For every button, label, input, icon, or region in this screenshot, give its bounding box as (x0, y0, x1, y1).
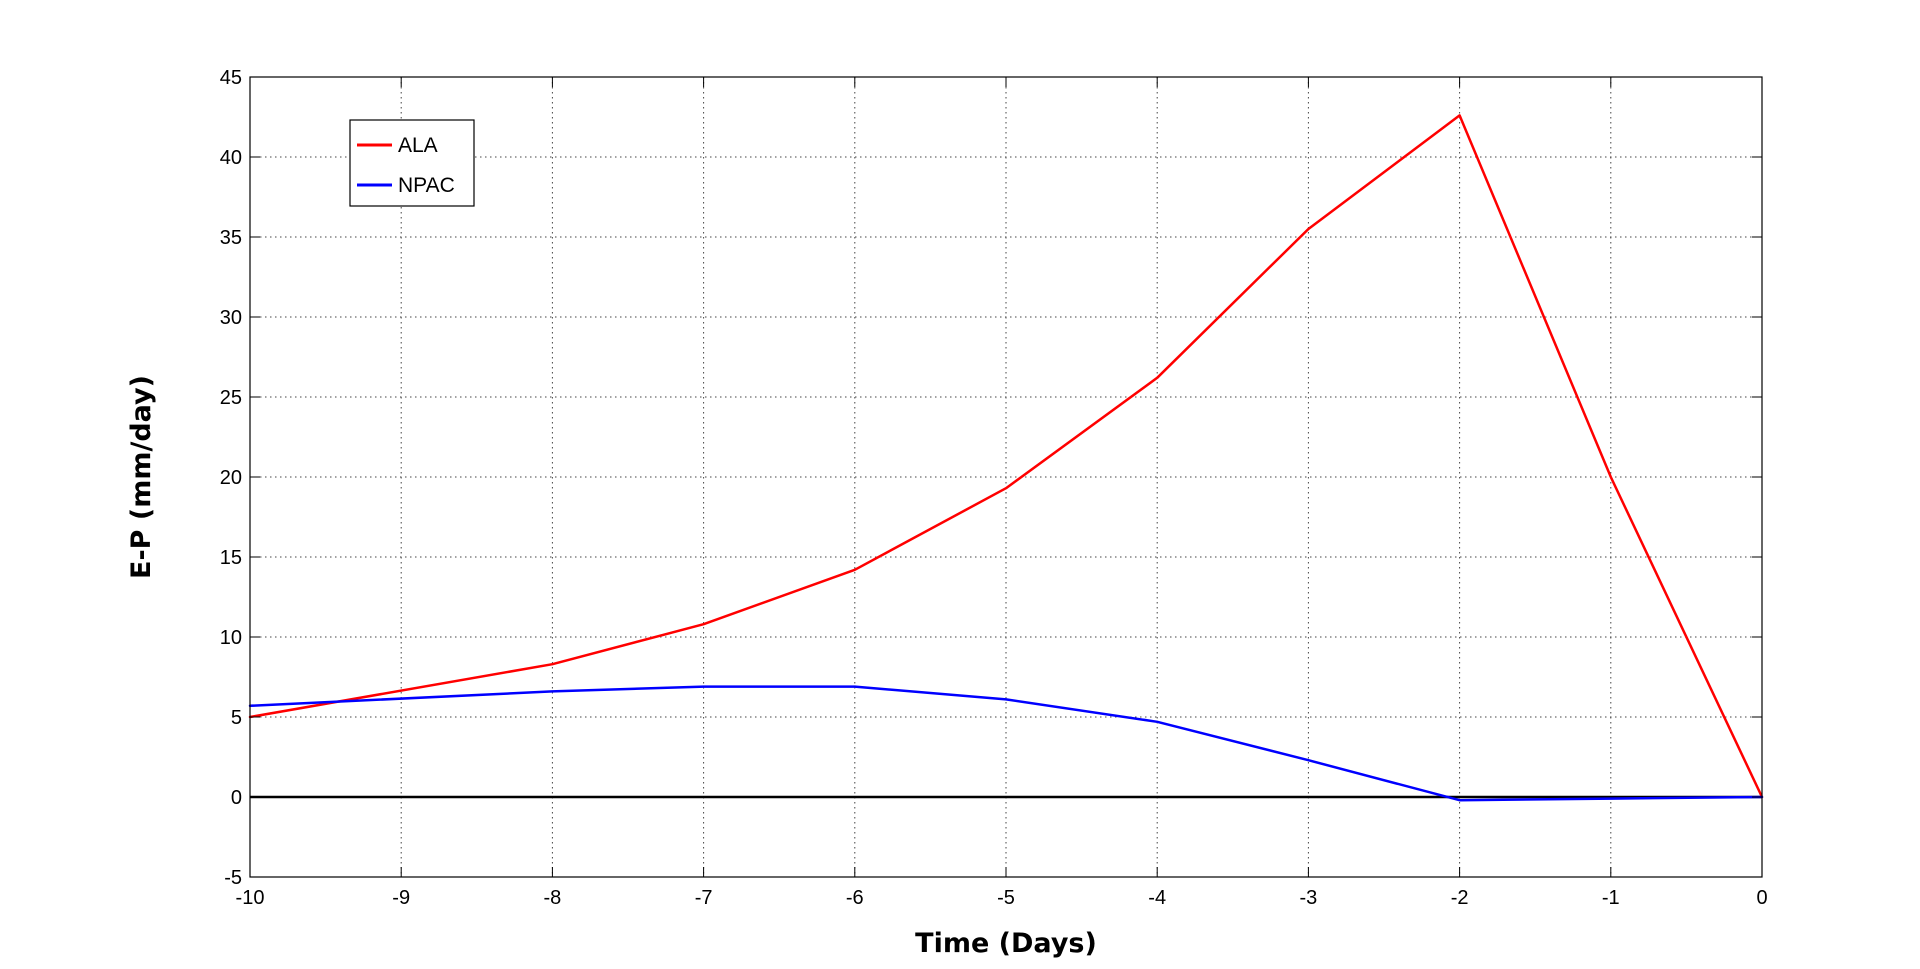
legend-label-npac: NPAC (398, 174, 455, 197)
x-tick-label: -5 (997, 887, 1015, 909)
y-tick-label: 30 (220, 307, 242, 329)
legend-label-ala: ALA (398, 134, 438, 157)
x-tick-label: -3 (1300, 887, 1318, 909)
legend: ALA NPAC (349, 119, 475, 207)
x-tick-label: -9 (392, 887, 410, 909)
series-line-npac (248, 685, 1764, 802)
x-tick-label: -2 (1451, 887, 1469, 909)
y-tick-labels: -5 0 5 10 15 20 25 30 35 40 45 (220, 67, 242, 889)
y-tick-label: -5 (224, 867, 242, 889)
x-axis-title: Time (Days) (915, 928, 1097, 959)
x-tick-label: -8 (544, 887, 562, 909)
series-lines (248, 114, 1764, 802)
x-tick-label: -7 (695, 887, 713, 909)
x-tick-label: -6 (846, 887, 864, 909)
x-tick-labels: -10 -9 -8 -7 -6 -5 -4 -3 -2 -1 0 (236, 887, 1768, 909)
y-axis-title: E-P (mm/day) (126, 375, 157, 579)
y-tick-label: 35 (220, 227, 242, 249)
x-tick-label: -10 (236, 887, 265, 909)
y-tick-label: 10 (220, 627, 242, 649)
x-tick-label: -1 (1602, 887, 1620, 909)
y-tick-label: 40 (220, 147, 242, 169)
y-tick-label: 45 (220, 67, 242, 89)
y-tick-label: 25 (220, 387, 242, 409)
x-tick-label: -4 (1148, 887, 1166, 909)
series-line-ala (248, 114, 1764, 799)
y-tick-label: 0 (231, 787, 242, 809)
y-tick-label: 15 (220, 547, 242, 569)
legend-box (349, 119, 475, 207)
axis-ticks (249, 76, 1763, 878)
y-tick-label: 20 (220, 467, 242, 489)
x-tick-label: 0 (1756, 887, 1767, 909)
y-tick-label: 5 (231, 707, 242, 729)
